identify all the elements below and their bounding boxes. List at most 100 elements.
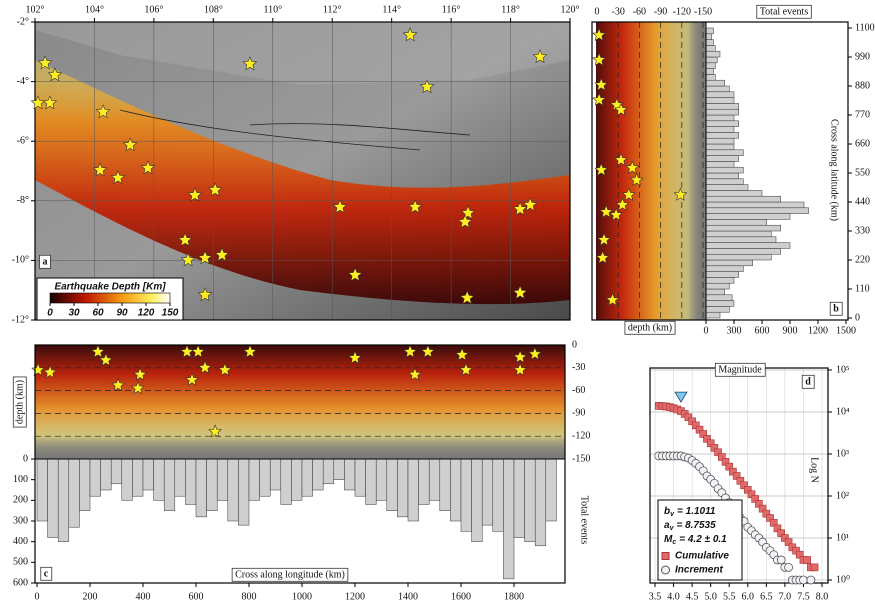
histogram-bar [37, 459, 48, 521]
histogram-bar [706, 260, 753, 266]
y-tick-label: 0 [855, 312, 860, 323]
x-tick-label: 6.5 [760, 591, 773, 602]
x-tick-label: 8.0 [816, 591, 829, 602]
histogram-bar [706, 301, 734, 307]
x-tick-label: 104° [85, 4, 104, 15]
annotation-value: = 8.7535 [676, 520, 716, 531]
cumulative-point [811, 564, 818, 571]
y-tick-label: 220 [855, 254, 870, 265]
histogram-bar [260, 459, 271, 496]
x-tick-label: 200 [83, 591, 98, 602]
x-tick-label: 102° [26, 4, 45, 15]
histogram-bar [514, 459, 525, 538]
y-tick-label: -90 [572, 408, 585, 419]
annotation-value: = 1.1011 [677, 506, 716, 517]
histogram-bar [408, 459, 419, 521]
histogram-bar [706, 34, 712, 40]
x-axis-title: Magnitude [718, 364, 762, 375]
histogram-bar [429, 459, 440, 500]
histogram-bar [706, 266, 743, 272]
legend-label: Increment [675, 565, 723, 576]
x2-axis-title: Total events [760, 6, 809, 17]
panel-label: d [805, 376, 811, 387]
x-tick-label: 108° [204, 4, 223, 15]
y-axis-title: Cross along latitude (km) [829, 119, 840, 221]
x-tick-label: 4.5 [686, 591, 699, 602]
histogram-bar [175, 459, 186, 496]
histogram-bar [706, 179, 743, 185]
histogram-bar [334, 459, 345, 480]
x-tick-label: 0 [35, 591, 40, 602]
histogram-bar [706, 109, 739, 115]
x-tick-label: 5.5 [723, 591, 736, 602]
histogram-bar [185, 459, 196, 504]
histogram-bar [482, 459, 493, 525]
histogram-bar [706, 69, 713, 75]
y2-axis-title: Total events [579, 496, 590, 545]
x-tick-label: 6.0 [742, 591, 755, 602]
y-tick-label: -12° [12, 314, 29, 325]
histogram-bar [706, 167, 743, 173]
y-tick-label: 660 [855, 138, 870, 149]
colorbar-tick-label: 150 [162, 308, 179, 319]
histogram-bar [376, 459, 387, 500]
x-tick-label: 1200 [345, 591, 365, 602]
histogram-bar [706, 214, 790, 220]
y2-tick-label: 0 [23, 453, 28, 464]
histogram-bar [706, 121, 739, 127]
histogram-bar [706, 237, 776, 243]
colorbar-tick-label: 0 [47, 308, 53, 319]
panel-label: b [833, 303, 839, 314]
histogram-bar [450, 459, 461, 521]
colorbar-tick-label: 30 [68, 308, 80, 319]
x-tick-label: -120 [673, 6, 691, 17]
histogram-bar [706, 144, 734, 150]
x-axis-title: depth (km) [628, 322, 672, 333]
histogram-bar [706, 254, 771, 260]
y-tick-label: -4° [17, 76, 29, 87]
x-tick-label: 114° [382, 4, 401, 15]
histogram-bar [706, 127, 734, 133]
y-tick-label: -6° [17, 135, 29, 146]
histogram-bar [493, 459, 504, 531]
depth-section-cloud [35, 345, 565, 459]
histogram-bar [706, 57, 717, 63]
colorbar-title: Earthquake Depth [Km] [54, 282, 166, 293]
histogram-bar [706, 63, 715, 69]
y-tick-label: 1100 [855, 22, 875, 33]
depth-section-cloud [596, 22, 704, 320]
histogram-bar [706, 243, 790, 249]
y-tick-label: 880 [855, 80, 870, 91]
histogram-bar [706, 312, 720, 318]
histogram-bar [48, 459, 59, 538]
y-tick-label: 990 [855, 51, 870, 62]
y-tick-label: -2° [17, 16, 29, 27]
y-tick-label: 10⁴ [836, 406, 850, 417]
y-tick-label: 770 [855, 109, 870, 120]
colorbar-tick-label: 60 [92, 308, 104, 319]
histogram-bar [706, 277, 734, 283]
increment-point [807, 576, 815, 584]
histogram-bar [706, 138, 734, 144]
histogram-bar [355, 459, 366, 496]
y-tick-label: 550 [855, 167, 870, 178]
panel-label: c [44, 568, 49, 579]
histogram-bar [228, 459, 239, 521]
x-tick-label: 1000 [292, 591, 312, 602]
histogram-bar [79, 459, 90, 511]
y2-tick-label: 100 [13, 474, 28, 485]
y2-tick-label: 300 [13, 515, 28, 526]
histogram-bar [101, 459, 112, 490]
histogram-bar [706, 185, 748, 191]
histogram-bar [344, 459, 355, 490]
histogram-bar [472, 459, 483, 542]
x-tick-label: 7.5 [797, 591, 810, 602]
y-tick-label: -150 [572, 453, 590, 464]
histogram-bar [706, 225, 781, 231]
x-tick-label: 1800 [504, 591, 524, 602]
x-tick-label: -30 [612, 6, 625, 17]
histogram-bar [546, 459, 557, 521]
y-tick-label: 10³ [836, 448, 849, 459]
annotation-value: = 4.2 ± 0.1 [679, 534, 727, 545]
histogram-bar [397, 459, 408, 517]
